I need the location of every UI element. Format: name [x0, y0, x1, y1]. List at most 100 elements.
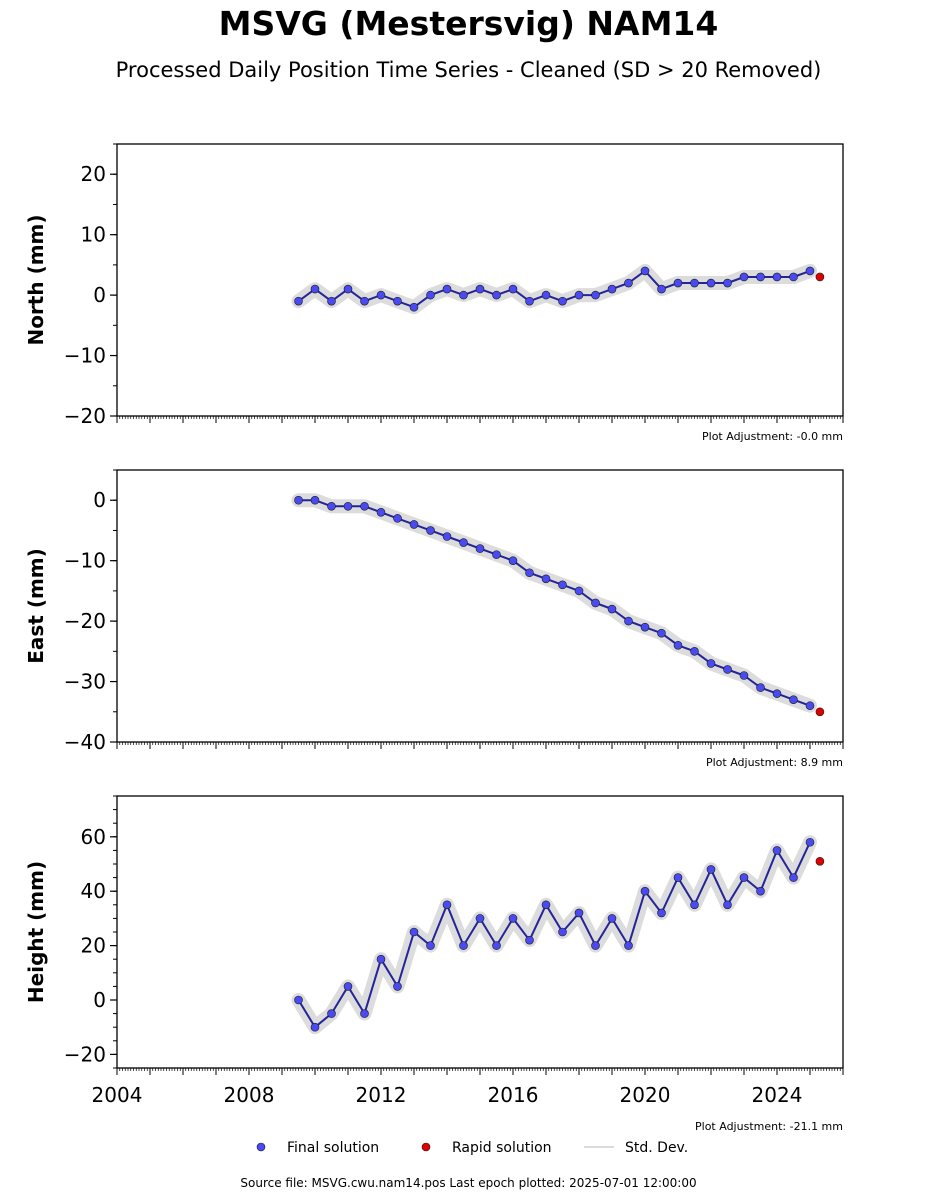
final-solution-point	[607, 914, 617, 923]
plot-adjustment-note: Plot Adjustment: -0.0 mm	[702, 430, 843, 443]
y-tick-label: 0	[93, 988, 106, 1012]
rapid-solution-point	[815, 707, 825, 717]
plot-adjustment-note: Plot Adjustment: 8.9 mm	[706, 756, 843, 769]
final-solution-point	[508, 556, 518, 565]
final-solution-point	[525, 568, 534, 578]
final-solution-point	[360, 501, 369, 511]
std-dev-band	[291, 263, 817, 315]
final-solution-point	[591, 941, 600, 950]
final-solution-point	[640, 266, 650, 276]
final-solution-point	[475, 284, 485, 294]
y-tick-label: 40	[81, 879, 106, 903]
final-solution-point	[772, 689, 782, 698]
legend-final-label: Final solution	[287, 1140, 379, 1156]
y-tick-label: −20	[64, 404, 106, 428]
final-solution-point	[739, 272, 749, 282]
final-solution-point	[756, 272, 765, 282]
final-solution-point	[789, 873, 798, 882]
rapid-solution-point	[815, 272, 825, 282]
final-solution-point	[772, 846, 782, 855]
final-solution-point	[607, 604, 617, 614]
plot-adjustment-note: Plot Adjustment: -21.1 mm	[695, 1120, 843, 1133]
final-solution-point	[376, 954, 386, 964]
y-tick-label: −10	[64, 344, 106, 368]
x-tick-label: 2008	[224, 1083, 275, 1107]
final-solution-point	[690, 900, 699, 910]
final-solution-point	[475, 914, 485, 923]
plot-frame	[116, 795, 844, 1069]
final-solution-point	[492, 290, 501, 300]
final-solution-point	[723, 278, 732, 288]
final-solution-point	[343, 501, 353, 511]
final-solution-point	[591, 598, 600, 608]
y-tick-label: 0	[93, 488, 106, 512]
final-solution-point	[739, 873, 749, 882]
final-solution-point	[393, 514, 402, 523]
final-solution-point	[393, 982, 402, 991]
final-solution-point	[426, 290, 435, 300]
final-solution-point	[574, 586, 584, 596]
final-solution-point	[541, 290, 551, 300]
y-tick-label: 60	[81, 825, 106, 849]
final-solution-point	[772, 272, 782, 282]
final-solution-point	[508, 914, 518, 923]
x-tick-label: 2012	[356, 1083, 407, 1107]
final-solution-point	[492, 941, 501, 950]
final-solution-point	[327, 1009, 336, 1018]
final-solution-point	[343, 284, 353, 294]
final-solution-point	[409, 927, 419, 937]
y-tick-label: −20	[64, 609, 106, 633]
final-solution-point	[805, 837, 815, 847]
final-solution-point	[492, 550, 501, 559]
final-solution-point	[558, 927, 567, 937]
final-solution-point	[756, 886, 765, 896]
x-tick-label: 2016	[488, 1083, 539, 1107]
final-solution-point	[294, 995, 303, 1005]
final-solution-point	[624, 278, 633, 288]
final-solution-point	[327, 501, 336, 511]
final-solution-point	[789, 272, 798, 282]
final-solution-point	[310, 284, 320, 294]
legend-std-label: Std. Dev.	[625, 1140, 688, 1156]
legend-rapid-marker	[421, 1142, 431, 1152]
final-solution-point	[525, 296, 534, 306]
final-solution-point	[343, 982, 353, 991]
final-solution-point	[442, 900, 452, 910]
final-solution-point	[376, 290, 386, 300]
final-solution-point	[409, 520, 419, 529]
x-tick-label: 2024	[752, 1083, 803, 1107]
legend-final-marker	[256, 1142, 266, 1152]
final-solution-point	[607, 284, 617, 294]
y-axis-label: North (mm)	[24, 214, 48, 345]
final-solution-point	[640, 886, 650, 896]
final-solution-point	[574, 908, 584, 918]
std-dev-band	[291, 493, 817, 713]
y-tick-label: 0	[93, 283, 106, 307]
final-solution-point	[426, 941, 435, 950]
final-solution-point	[805, 701, 815, 711]
final-solution-point	[508, 284, 518, 294]
final-solution-point	[657, 628, 666, 638]
final-solution-point	[459, 941, 468, 950]
rapid-solution-point	[815, 856, 825, 866]
final-solution-point	[690, 647, 699, 656]
final-solution-point	[558, 580, 567, 590]
final-solution-point	[310, 495, 320, 505]
y-axis-label: East (mm)	[24, 548, 48, 664]
plot-frame	[116, 469, 844, 743]
x-tick-label: 2020	[620, 1083, 671, 1107]
final-solution-point	[805, 266, 815, 276]
final-solution-point	[673, 873, 683, 882]
source-footer: Source file: MSVG.cwu.nam14.pos Last epo…	[240, 1176, 697, 1190]
final-solution-point	[624, 616, 633, 626]
final-solution-point	[541, 574, 551, 584]
final-solution-point	[591, 290, 600, 300]
y-tick-label: −20	[64, 1042, 106, 1066]
final-solution-point	[690, 278, 699, 288]
y-tick-label: −40	[64, 730, 106, 754]
final-solution-point	[525, 935, 534, 945]
final-solution-point	[723, 900, 732, 910]
final-solution-point	[327, 296, 336, 306]
final-solution-point	[756, 683, 765, 692]
